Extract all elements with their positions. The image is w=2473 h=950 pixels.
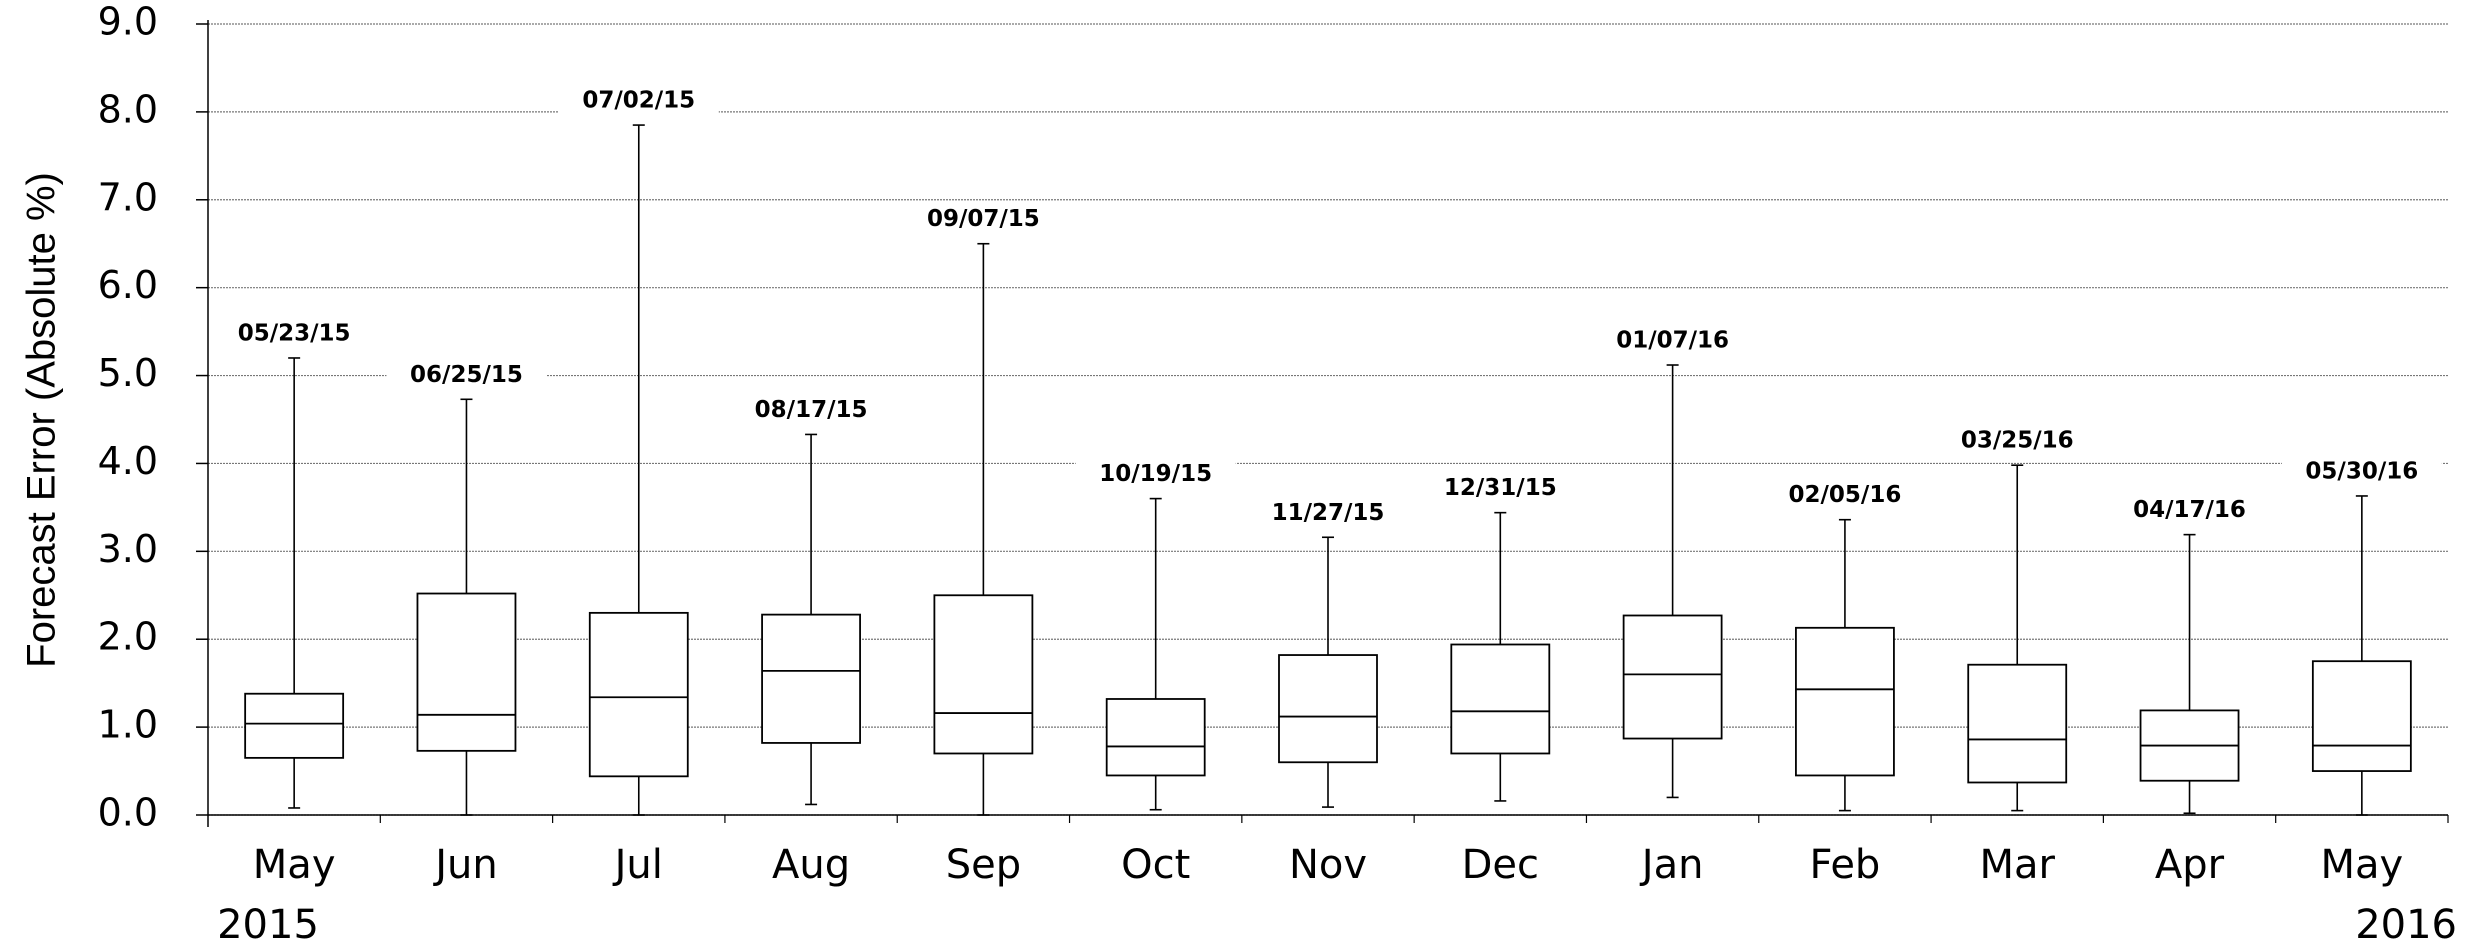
year-label: 2016 — [2355, 902, 2457, 948]
box — [1450, 643, 1551, 755]
max-date-label: 06/25/15 — [410, 362, 523, 388]
y-tick-label: 7.0 — [98, 175, 158, 219]
x-tick-label: Jul — [612, 842, 663, 888]
annotation-background — [1075, 458, 1236, 491]
box — [1622, 614, 1723, 740]
box — [933, 594, 1034, 755]
max-date-label: 01/07/16 — [1616, 328, 1729, 354]
x-tick-label: Sep — [946, 842, 1021, 888]
y-tick-label: 2.0 — [98, 615, 158, 659]
annotation-background — [2109, 494, 2270, 527]
x-tick-label: Aug — [772, 842, 850, 888]
y-tick-label: 5.0 — [98, 351, 158, 395]
annotation-background — [1248, 497, 1408, 530]
max-date-label: 03/25/16 — [1961, 428, 2074, 454]
x-tick-label: May — [253, 842, 336, 888]
annotation-background — [1764, 479, 1925, 512]
box — [761, 613, 861, 744]
y-tick-label: 6.0 — [98, 263, 158, 307]
max-date-label: 12/31/15 — [1444, 475, 1557, 501]
box — [416, 592, 517, 752]
max-date-label: 05/30/16 — [2305, 458, 2418, 484]
max-date-label: 04/17/16 — [2133, 497, 2246, 523]
y-tick-label: 1.0 — [98, 703, 158, 747]
max-date-label: 10/19/15 — [1099, 461, 1212, 487]
annotation-background — [1420, 472, 1581, 505]
annotation-background — [903, 203, 1064, 236]
annotation-background — [2281, 455, 2442, 488]
box — [2311, 660, 2412, 772]
box — [588, 611, 689, 778]
max-date-label: 05/23/15 — [238, 320, 351, 346]
x-tick-label: May — [2320, 842, 2403, 888]
year-label: 2015 — [217, 902, 319, 948]
y-tick-label: 4.0 — [98, 439, 158, 483]
x-tick-label: Dec — [1462, 842, 1539, 888]
max-date-label: 08/17/15 — [755, 397, 868, 423]
annotation-background — [1592, 325, 1753, 358]
max-date-label: 07/02/15 — [582, 88, 695, 114]
annotation-background — [1937, 425, 2098, 458]
y-tick-label: 0.0 — [98, 791, 158, 835]
x-tick-label: Feb — [1810, 842, 1881, 888]
box — [1278, 654, 1378, 764]
x-tick-label: Apr — [2155, 842, 2225, 888]
box — [1105, 698, 1206, 777]
annotation-background — [731, 394, 892, 427]
annotation-background — [558, 85, 719, 118]
y-axis-title: Forecast Error (Absolute %) — [20, 172, 64, 668]
annotation-background — [214, 317, 375, 350]
grid — [208, 23, 2448, 816]
max-date-label: 11/27/15 — [1272, 500, 1385, 526]
x-tick-label: Mar — [1979, 842, 2055, 888]
box — [244, 692, 345, 759]
annotation-background — [386, 359, 547, 392]
x-tick-label: Oct — [1121, 842, 1190, 888]
max-date-label: 09/07/15 — [927, 206, 1040, 232]
y-tick-label: 9.0 — [98, 0, 158, 44]
box — [1795, 626, 1895, 777]
max-date-label: 02/05/16 — [1789, 482, 1902, 508]
x-tick-label: Jun — [432, 842, 498, 888]
y-tick-label: 3.0 — [98, 527, 158, 571]
x-tick-label: Jan — [1639, 842, 1704, 888]
y-tick-label: 8.0 — [98, 87, 158, 131]
box — [1967, 663, 2068, 784]
x-tick-label: Nov — [1289, 842, 1367, 888]
